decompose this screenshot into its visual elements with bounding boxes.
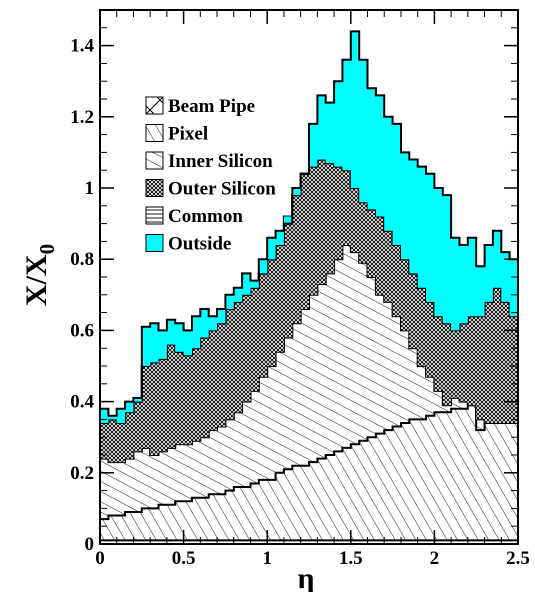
legend-label: Pixel <box>168 124 208 145</box>
legend-swatch <box>145 206 164 225</box>
legend-swatch <box>145 124 164 142</box>
x-tick-label: 2 <box>430 548 440 569</box>
x-tick-label: 0 <box>95 548 105 569</box>
y-axis-title-main: X/X <box>20 254 53 306</box>
x-axis-title: η <box>297 562 314 592</box>
legend-swatch <box>145 179 164 197</box>
legend-item-outer-silicon: Outer Silicon <box>145 179 276 200</box>
axis-ticks <box>99 10 519 545</box>
y-axis-title: X/X0 <box>20 244 59 306</box>
legend-item-outside: Outside <box>145 234 231 255</box>
legend-item-inner-silicon: Inner Silicon <box>145 151 273 172</box>
series-fill-inner-silicon <box>100 245 518 520</box>
series-outline-outside <box>100 30 518 417</box>
series-fill-pixel <box>100 405 518 541</box>
x-tick-label: 1 <box>262 548 272 569</box>
x-tick-label: 2.5 <box>506 548 530 569</box>
x-tick-label: 1.5 <box>339 548 363 569</box>
y-tick-label: 0.6 <box>70 320 94 341</box>
legend-label: Common <box>168 206 243 227</box>
y-tick-label: 0.4 <box>70 392 94 413</box>
legend: Beam Pipe Pixel Inner Silicon Outer Silicon… <box>145 96 276 255</box>
stacked-areas <box>100 30 518 542</box>
legend-swatch <box>145 96 164 115</box>
legend-label: Inner Silicon <box>168 151 273 172</box>
y-tick-label: 0.2 <box>70 463 94 484</box>
tick-labels: 0 0.5 1 1.5 2 2.5 0 0.2 0.4 0.6 0.8 1 1.2 1.4 <box>70 36 530 569</box>
y-tick-label: 1.4 <box>70 36 94 57</box>
series-fill-outer-silicon <box>100 159 518 463</box>
y-tick-label: 0 <box>85 534 95 555</box>
legend-label: Outer Silicon <box>168 179 276 200</box>
legend-item-pixel: Pixel <box>145 124 208 145</box>
y-axis-title-subscript: 0 <box>35 244 59 255</box>
series-fill-outside <box>100 31 518 424</box>
legend-swatch <box>145 151 164 170</box>
x-tick-label: 0.5 <box>172 548 196 569</box>
y-tick-label: 1.2 <box>70 107 94 128</box>
legend-swatch <box>145 234 164 252</box>
legend-item-beam-pipe: Beam Pipe <box>145 96 255 117</box>
legend-label: Outside <box>168 234 231 255</box>
legend-label: Beam Pipe <box>168 96 255 117</box>
series-outside <box>100 30 518 424</box>
legend-item-common: Common <box>145 206 243 227</box>
y-tick-label: 0.8 <box>70 249 94 270</box>
y-tick-label: 1 <box>85 178 95 199</box>
